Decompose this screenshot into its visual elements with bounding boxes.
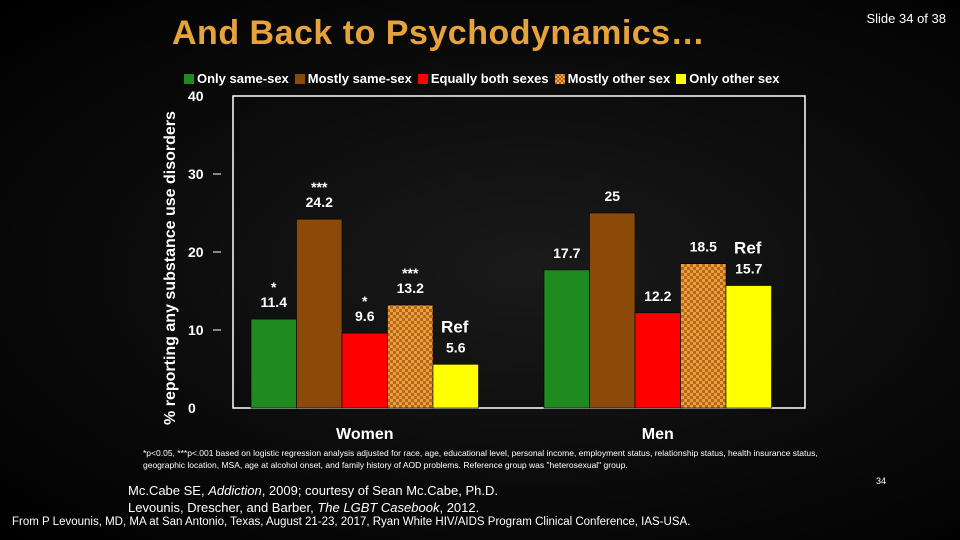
page-number: 34 <box>876 476 887 486</box>
legend-swatch <box>184 73 194 84</box>
bar <box>432 364 479 409</box>
legend-label: Equally both sexes <box>430 71 549 86</box>
legend-label: Only same-sex <box>197 71 289 86</box>
data-label: 13.2 <box>397 280 424 296</box>
bar <box>680 263 727 409</box>
data-label: 25 <box>604 188 620 204</box>
legend-label: Only other sex <box>689 71 780 86</box>
category-label: Men <box>642 426 674 443</box>
y-tick-label: 30 <box>188 166 204 182</box>
significance-marker: *** <box>402 265 419 281</box>
data-label: 9.6 <box>355 308 375 324</box>
legend-item-equally-both: Equally both sexes <box>417 71 549 86</box>
bar <box>296 218 343 409</box>
footnote: *p<0.05, ***p<.001 based on logistic reg… <box>143 448 818 470</box>
legend-label: Mostly other sex <box>567 71 671 86</box>
bar <box>543 269 590 409</box>
legend-swatch <box>294 73 305 84</box>
chart-legend: Only same-sex Mostly same-sex Equally bo… <box>184 71 780 86</box>
bar <box>589 212 636 409</box>
bar <box>341 332 388 409</box>
data-label: 24.2 <box>306 194 333 210</box>
reference-label: Ref <box>441 317 469 336</box>
y-tick-label: 0 <box>188 400 196 416</box>
bar <box>725 285 772 409</box>
data-label: 12.2 <box>644 288 671 304</box>
data-label: 15.7 <box>735 261 762 277</box>
data-label: 5.6 <box>446 339 466 355</box>
source-credit: From P Levounis, MD, MA at San Antonio, … <box>12 516 691 528</box>
data-label: 17.7 <box>553 245 580 261</box>
citation: Mc.Cabe SE, Addiction, 2009; courtesy of… <box>128 482 688 516</box>
slide-counter: Slide 34 of 38 <box>866 11 946 26</box>
significance-marker: * <box>362 293 368 309</box>
legend-swatch <box>676 73 687 84</box>
y-tick-label: 40 <box>188 88 204 104</box>
legend-item-only-other-sex: Only other sex <box>676 71 780 86</box>
slide-title: And Back to Psychodynamics… <box>172 14 706 52</box>
y-tick-label: 10 <box>188 322 204 338</box>
legend-item-only-same-sex: Only same-sex <box>184 71 289 86</box>
plot-area <box>232 95 806 409</box>
bar <box>250 318 297 409</box>
citation-line-1: Mc.Cabe SE, Addiction, 2009; courtesy of… <box>128 483 498 498</box>
legend-item-mostly-other-sex: Mostly other sex <box>554 71 671 86</box>
bar <box>634 312 681 409</box>
data-label: 18.5 <box>690 239 717 255</box>
citation-line-2: Levounis, Drescher, and Barber, The LGBT… <box>128 500 480 515</box>
bar <box>387 304 434 409</box>
legend-swatch <box>417 73 428 84</box>
category-label: Women <box>336 426 393 443</box>
data-label: 11.4 <box>261 294 288 310</box>
legend-swatch <box>554 73 565 84</box>
significance-marker: *** <box>311 179 328 195</box>
reference-label: Ref <box>734 239 762 258</box>
y-tick-label: 20 <box>188 244 204 260</box>
legend-item-mostly-same-sex: Mostly same-sex <box>294 71 412 86</box>
significance-marker: * <box>271 279 277 295</box>
legend-label: Mostly same-sex <box>307 71 412 86</box>
